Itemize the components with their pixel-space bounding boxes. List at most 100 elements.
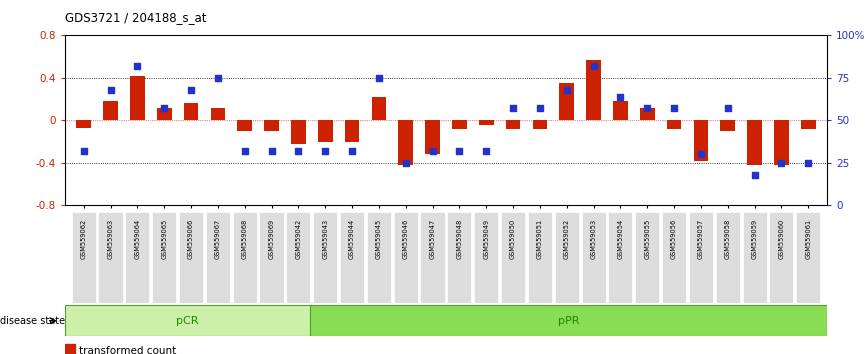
Text: GSM559042: GSM559042 — [295, 218, 301, 259]
Text: GSM559064: GSM559064 — [134, 218, 140, 259]
Text: GSM559066: GSM559066 — [188, 218, 194, 259]
Bar — [694, 120, 708, 161]
FancyBboxPatch shape — [501, 212, 525, 303]
Point — [747, 172, 761, 178]
Bar — [506, 120, 520, 129]
Bar — [76, 120, 91, 128]
Point — [346, 148, 359, 154]
Point — [586, 63, 600, 69]
Text: GSM559048: GSM559048 — [456, 218, 462, 259]
Point — [184, 87, 198, 93]
FancyBboxPatch shape — [367, 212, 391, 303]
Text: GSM559056: GSM559056 — [671, 218, 677, 259]
Bar — [533, 120, 547, 129]
Bar — [372, 97, 386, 120]
Bar — [65, 305, 310, 336]
FancyBboxPatch shape — [394, 212, 417, 303]
Point — [533, 105, 546, 111]
Point — [426, 148, 440, 154]
Bar — [318, 120, 333, 142]
Point — [319, 148, 333, 154]
Text: GSM559068: GSM559068 — [242, 218, 248, 259]
FancyBboxPatch shape — [475, 212, 498, 303]
Text: GSM559061: GSM559061 — [805, 218, 811, 259]
Text: pCR: pCR — [176, 316, 198, 326]
Point — [238, 148, 252, 154]
Text: GDS3721 / 204188_s_at: GDS3721 / 204188_s_at — [65, 11, 206, 24]
Point — [265, 148, 279, 154]
Bar — [264, 120, 279, 131]
Bar — [586, 60, 601, 120]
FancyBboxPatch shape — [99, 212, 123, 303]
Text: GSM559057: GSM559057 — [698, 218, 704, 259]
Text: GSM559049: GSM559049 — [483, 218, 489, 259]
Bar — [130, 76, 145, 120]
Text: GSM559060: GSM559060 — [779, 218, 785, 259]
Text: GSM559058: GSM559058 — [725, 218, 731, 259]
Point — [506, 105, 520, 111]
Bar — [103, 101, 118, 120]
FancyBboxPatch shape — [448, 212, 471, 303]
FancyBboxPatch shape — [179, 212, 204, 303]
Bar — [640, 108, 655, 120]
FancyBboxPatch shape — [206, 212, 230, 303]
FancyBboxPatch shape — [608, 212, 632, 303]
FancyBboxPatch shape — [635, 212, 659, 303]
Text: GSM559065: GSM559065 — [161, 218, 167, 259]
Bar — [425, 120, 440, 154]
Bar — [184, 103, 198, 120]
Point — [77, 148, 91, 154]
Text: pPR: pPR — [558, 316, 579, 326]
Bar — [613, 101, 628, 120]
Point — [452, 148, 466, 154]
Text: GSM559044: GSM559044 — [349, 218, 355, 259]
FancyBboxPatch shape — [260, 212, 284, 303]
Text: GSM559052: GSM559052 — [564, 218, 570, 259]
FancyBboxPatch shape — [233, 212, 257, 303]
Point — [372, 75, 386, 81]
Bar — [345, 120, 359, 142]
Point — [694, 152, 708, 157]
Bar — [291, 120, 306, 144]
Bar — [398, 120, 413, 165]
Text: GSM559063: GSM559063 — [107, 218, 113, 259]
Text: GSM559047: GSM559047 — [430, 218, 436, 259]
FancyBboxPatch shape — [742, 212, 766, 303]
Point — [640, 105, 654, 111]
Point — [721, 105, 734, 111]
Bar — [747, 120, 762, 165]
Text: GSM559045: GSM559045 — [376, 218, 382, 259]
Text: GSM559051: GSM559051 — [537, 218, 543, 259]
FancyBboxPatch shape — [152, 212, 177, 303]
FancyBboxPatch shape — [662, 212, 686, 303]
Bar — [774, 120, 789, 165]
Point — [479, 148, 493, 154]
Bar — [310, 305, 827, 336]
FancyBboxPatch shape — [340, 212, 364, 303]
Bar — [801, 120, 816, 129]
FancyBboxPatch shape — [715, 212, 740, 303]
FancyBboxPatch shape — [581, 212, 605, 303]
Point — [158, 105, 171, 111]
Text: GSM559053: GSM559053 — [591, 218, 597, 259]
Bar — [721, 120, 735, 131]
Point — [211, 75, 225, 81]
Point — [292, 148, 306, 154]
Bar — [479, 120, 494, 125]
Point — [613, 94, 627, 99]
Text: GSM559062: GSM559062 — [81, 218, 87, 259]
Point — [801, 160, 815, 166]
Point — [667, 105, 681, 111]
Bar — [65, 344, 74, 354]
Bar — [210, 108, 225, 120]
Point — [559, 87, 573, 93]
Text: GSM559069: GSM559069 — [268, 218, 275, 259]
FancyBboxPatch shape — [421, 212, 444, 303]
Bar — [667, 120, 682, 129]
Text: transformed count: transformed count — [79, 346, 176, 354]
FancyBboxPatch shape — [72, 212, 96, 303]
Text: disease state: disease state — [0, 316, 65, 326]
FancyBboxPatch shape — [769, 212, 793, 303]
Point — [104, 87, 118, 93]
Text: GSM559055: GSM559055 — [644, 218, 650, 259]
